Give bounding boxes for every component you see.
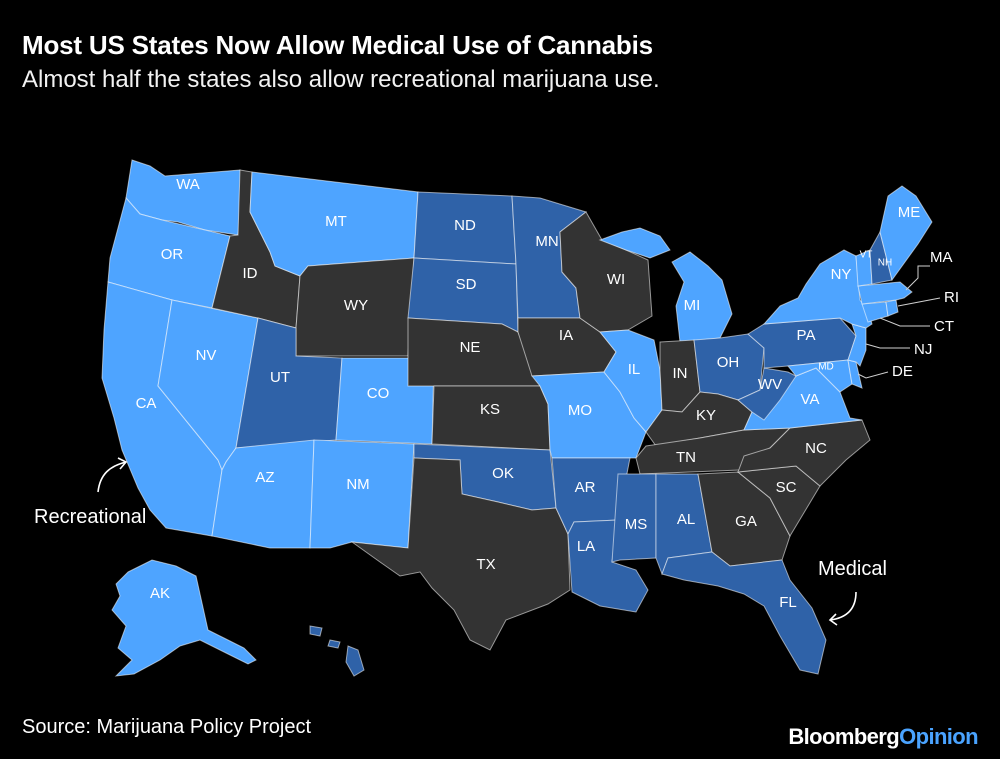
label-WY: WY <box>344 297 368 314</box>
label-MN: MN <box>535 233 558 250</box>
state-HI-2 <box>309 625 323 637</box>
state-NM <box>309 439 415 549</box>
label-WA: WA <box>176 176 200 193</box>
label-WI: WI <box>607 271 625 288</box>
state-AK <box>111 559 257 677</box>
label-CO: CO <box>367 385 390 402</box>
label-IL: IL <box>628 361 641 378</box>
state-NC <box>737 419 871 487</box>
label-WV: WV <box>758 376 782 393</box>
label-LA: LA <box>577 538 595 555</box>
label-ND: ND <box>454 217 476 234</box>
leader-CT <box>879 317 930 327</box>
state-RI <box>885 299 899 317</box>
label-NC: NC <box>805 440 827 457</box>
label-OH: OH <box>717 354 740 371</box>
label-KS: KS <box>480 401 500 418</box>
label-CT: CT <box>934 318 954 335</box>
label-NJ: NJ <box>914 341 932 358</box>
label-OR: OR <box>161 246 184 263</box>
leader-RI <box>897 297 941 307</box>
brand-logo-bloomberg: Bloomberg <box>788 724 900 749</box>
label-NV: NV <box>196 347 217 364</box>
brand-logo-opinion: Opinion <box>899 724 979 749</box>
label-MA: MA <box>930 249 953 266</box>
label-TN: TN <box>676 449 696 466</box>
source-note: Source: Marijuana Policy Project <box>22 716 312 738</box>
label-NY: NY <box>831 266 852 283</box>
recreational-annotation: Recreational <box>34 506 146 528</box>
label-NE: NE <box>460 339 481 356</box>
state-NJ <box>847 323 867 367</box>
label-OK: OK <box>492 465 514 482</box>
state-ME <box>879 185 933 282</box>
label-MI: MI <box>684 297 701 314</box>
label-FL: FL <box>779 594 797 611</box>
brand-logo: BloombergOpinion <box>788 724 978 750</box>
label-MS: MS <box>625 516 648 533</box>
state-HI <box>345 645 365 677</box>
label-IN: IN <box>673 365 688 382</box>
label-ID: ID <box>243 265 258 282</box>
label-AR: AR <box>575 479 596 496</box>
label-VT: VT <box>860 250 873 261</box>
label-AL: AL <box>677 511 695 528</box>
state-shapes <box>101 159 933 677</box>
label-SC: SC <box>776 479 797 496</box>
state-HI-3 <box>327 639 341 649</box>
state-LA <box>567 519 649 613</box>
label-AK: AK <box>150 585 170 602</box>
label-NM: NM <box>346 476 369 493</box>
label-MT: MT <box>325 213 347 230</box>
state-MS <box>611 473 657 563</box>
label-GA: GA <box>735 513 757 530</box>
label-NH: NH <box>878 258 892 269</box>
medical-arrow <box>829 591 857 621</box>
label-VA: VA <box>801 391 820 408</box>
state-TX <box>350 457 571 651</box>
label-PA: PA <box>797 327 816 344</box>
label-DE: DE <box>892 363 913 380</box>
leader-MA <box>905 265 930 291</box>
label-KY: KY <box>696 407 716 424</box>
state-MA <box>857 281 913 305</box>
label-AZ: AZ <box>255 469 274 486</box>
state-MI-UP <box>598 227 671 259</box>
chart-subtitle: Almost half the states also allow recrea… <box>22 66 660 93</box>
recreational-arrow <box>97 461 127 493</box>
label-RI: RI <box>944 289 959 306</box>
label-UT: UT <box>270 369 290 386</box>
medical-arrowhead <box>828 613 838 626</box>
state-MI <box>671 251 733 343</box>
medical-annotation: Medical <box>818 558 887 580</box>
recreational-arrowhead <box>117 457 128 470</box>
label-ME: ME <box>898 204 921 221</box>
chart-title: Most US States Now Allow Medical Use of … <box>22 30 653 60</box>
state-FL <box>661 551 827 675</box>
leader-DE <box>857 371 889 379</box>
label-TX: TX <box>476 556 495 573</box>
label-MO: MO <box>568 402 592 419</box>
leader-NJ <box>865 343 910 349</box>
label-MD: MD <box>818 362 834 373</box>
state-NY <box>762 249 873 329</box>
label-SD: SD <box>456 276 477 293</box>
state-labels: WA OR CA NV ID MT WY UT CO AZ NM ND SD N… <box>136 176 921 611</box>
leader-lines <box>857 265 941 379</box>
state-KS <box>431 385 551 451</box>
outside-labels: MA RI CT NJ DE <box>892 249 959 380</box>
label-CA: CA <box>136 395 157 412</box>
annotations: Recreational Medical <box>34 457 887 626</box>
label-IA: IA <box>559 327 573 344</box>
